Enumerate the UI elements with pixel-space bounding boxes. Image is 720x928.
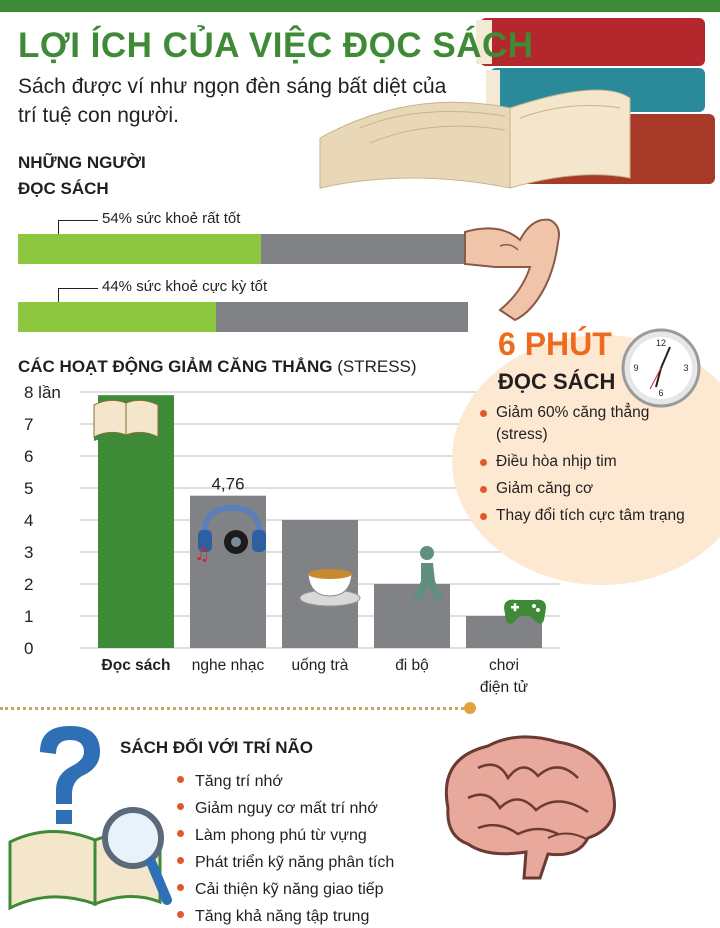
gamepad-icon xyxy=(504,599,546,624)
y-tick-label: 2 xyxy=(24,575,33,594)
clock-number-12: 12 xyxy=(656,338,666,348)
health-bar-1 xyxy=(18,234,468,264)
clock-icon: 12 3 6 9 xyxy=(621,328,701,408)
brain-benefit-item: Làm phong phú từ vựng xyxy=(175,822,394,849)
flexed-arm-icon xyxy=(464,218,560,322)
magnifier-icon xyxy=(102,807,172,905)
clock-number-9: 9 xyxy=(633,363,638,373)
stress-heading-main: CÁC HOẠT ĐỘNG GIẢM CĂNG THẲNG xyxy=(18,357,333,376)
y-tick-label: 0 xyxy=(24,639,33,658)
readers-heading-line2: ĐỌC SÁCH xyxy=(18,179,109,198)
category-label: chơi xyxy=(489,657,519,674)
brain-benefit-item: Tăng trí nhớ xyxy=(175,768,394,795)
y-tick-label: 6 xyxy=(24,447,33,466)
svg-text:♫: ♫ xyxy=(194,544,210,565)
brain-benefit-item: Giảm nguy cơ mất trí nhớ xyxy=(175,795,394,822)
six-minutes-benefits: Giảm 60% căng thẳng (stress) Điều hòa nh… xyxy=(478,402,698,532)
category-label: Đọc sách xyxy=(102,657,171,674)
six-minutes-title: 6 PHÚT xyxy=(498,326,612,362)
bar-leader-1 xyxy=(58,220,98,234)
benefit-item: Giảm căng cơ xyxy=(478,478,698,500)
clock-number-3: 3 xyxy=(683,363,688,373)
y-tick-label: 7 xyxy=(24,415,33,434)
section-divider xyxy=(0,707,470,710)
health-bar-2-fill xyxy=(18,302,216,332)
stress-bar-chart: 0 1 2 3 4 5 6 7 8 lần Đọc sách nghe nhạc uống trà đ… xyxy=(24,383,560,696)
bar-label-1: 54% sức khoẻ rất tốt xyxy=(102,210,241,227)
category-label: đi bộ xyxy=(395,657,429,674)
health-bar-2 xyxy=(18,302,468,332)
y-tick-label: 5 xyxy=(24,479,33,498)
bar-4 xyxy=(466,616,542,648)
benefit-item: Giảm 60% căng thẳng (stress) xyxy=(478,402,698,446)
y-tick-label: 8 lần xyxy=(24,383,61,402)
walking-person-icon xyxy=(413,546,443,601)
category-label: uống trà xyxy=(292,657,349,674)
bar-leader-2 xyxy=(58,288,98,302)
readers-heading: NHỮNG NGƯỜI ĐỌC SÁCH xyxy=(18,150,146,202)
y-tick-label: 1 xyxy=(24,607,33,626)
category-label: điện tử xyxy=(480,679,528,696)
top-bar xyxy=(0,0,720,12)
benefit-item: Thay đổi tích cực tâm trạng xyxy=(478,505,698,527)
brain-icon xyxy=(444,735,616,880)
health-bar-1-fill xyxy=(18,234,261,264)
six-minutes-subtitle: ĐỌC SÁCH xyxy=(498,369,616,394)
page-title: LỢI ÍCH CỦA VIỆC ĐỌC SÁCH xyxy=(18,26,534,65)
page-subtitle: Sách được ví như ngọn đèn sáng bất diệt … xyxy=(18,75,447,127)
books-stack-icon xyxy=(319,18,715,189)
data-label: 4,76 xyxy=(211,475,244,494)
category-label: nghe nhạc xyxy=(192,657,265,674)
readers-heading-line1: NHỮNG NGƯỜI xyxy=(18,153,146,172)
divider-dot xyxy=(464,702,476,714)
stress-heading-suffix: (STRESS) xyxy=(337,357,417,376)
brain-heading: SÁCH ĐỐI VỚI TRÍ NÃO xyxy=(120,738,314,757)
brain-benefit-item: Tăng khả năng tập trung xyxy=(175,903,394,928)
brain-benefit-item: Phát triển kỹ năng phân tích xyxy=(175,849,394,876)
open-book-icon xyxy=(93,399,159,443)
headphones-icon: ♫ xyxy=(194,504,266,565)
clock-number-6: 6 xyxy=(658,388,663,398)
stress-heading: CÁC HOẠT ĐỘNG GIẢM CĂNG THẲNG (STRESS) xyxy=(18,357,417,377)
tea-cup-icon xyxy=(299,569,361,607)
brain-benefits-list: Tăng trí nhớ Giảm nguy cơ mất trí nhớ Là… xyxy=(175,768,394,928)
bar-1 xyxy=(190,495,266,648)
y-tick-label: 3 xyxy=(24,543,33,562)
bar-label-2: 44% sức khoẻ cực kỳ tốt xyxy=(102,278,268,295)
brain-benefit-item: Cải thiện kỹ năng giao tiếp xyxy=(175,876,394,903)
y-tick-label: 4 xyxy=(24,511,33,530)
benefit-item: Điều hòa nhịp tim xyxy=(478,451,698,473)
